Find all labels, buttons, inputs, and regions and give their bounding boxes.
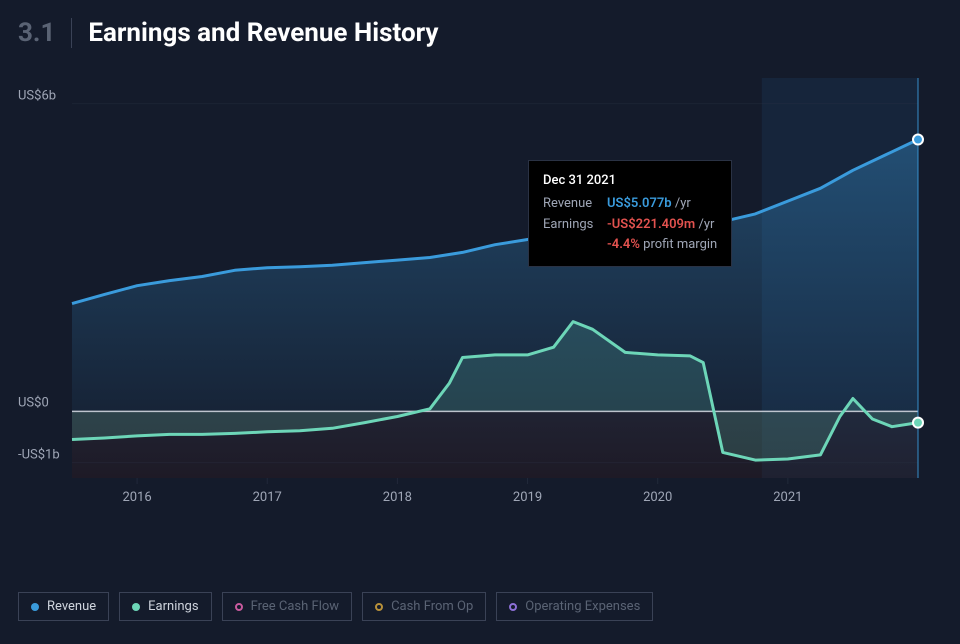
legend-item-cfo[interactable]: Cash From Op bbox=[362, 592, 486, 621]
x-axis-label: 2017 bbox=[253, 490, 282, 505]
legend-item-fcf[interactable]: Free Cash Flow bbox=[222, 592, 352, 621]
legend: Revenue Earnings Free Cash Flow Cash From O… bbox=[18, 592, 948, 621]
legend-item-opex[interactable]: Operating Expenses bbox=[496, 592, 653, 621]
x-axis-label: 2016 bbox=[122, 490, 151, 505]
y-axis-label: -US$1b bbox=[18, 447, 68, 462]
hover-tooltip: Dec 31 2021RevenueUS$5.077b /yrEarnings-… bbox=[528, 160, 732, 267]
y-axis-label: US$0 bbox=[18, 396, 68, 411]
x-axis-label: 2018 bbox=[383, 490, 412, 505]
tooltip-row: RevenueUS$5.077b /yr bbox=[543, 194, 717, 215]
y-axis-label: US$6b bbox=[18, 88, 68, 103]
legend-item-revenue[interactable]: Revenue bbox=[18, 592, 109, 621]
opex-swatch bbox=[509, 603, 517, 611]
legend-label: Free Cash Flow bbox=[251, 599, 339, 614]
tooltip-row: Earnings-US$221.409m /yr bbox=[543, 215, 717, 236]
x-axis-label: 2019 bbox=[513, 490, 542, 505]
cfo-swatch bbox=[375, 603, 383, 611]
tooltip-sub: -4.4% profit margin bbox=[543, 235, 717, 256]
fcf-swatch bbox=[235, 603, 243, 611]
page-title: Earnings and Revenue History bbox=[88, 18, 438, 48]
legend-label: Revenue bbox=[47, 599, 96, 614]
revenue-swatch bbox=[31, 603, 39, 611]
x-axis-label: 2021 bbox=[773, 490, 802, 505]
legend-label: Earnings bbox=[148, 599, 198, 614]
legend-label: Cash From Op bbox=[391, 599, 473, 614]
section-header: 3.1 Earnings and Revenue History bbox=[18, 18, 948, 48]
x-axis-label: 2020 bbox=[643, 490, 672, 505]
legend-label: Operating Expenses bbox=[525, 599, 640, 614]
legend-item-earnings[interactable]: Earnings bbox=[119, 592, 211, 621]
earnings-swatch bbox=[132, 603, 140, 611]
chart-area[interactable]: Dec 31 2021RevenueUS$5.077b /yrEarnings-… bbox=[18, 68, 942, 578]
section-number: 3.1 bbox=[18, 18, 72, 48]
tooltip-date: Dec 31 2021 bbox=[543, 171, 717, 192]
earnings-revenue-chart[interactable] bbox=[18, 68, 942, 528]
